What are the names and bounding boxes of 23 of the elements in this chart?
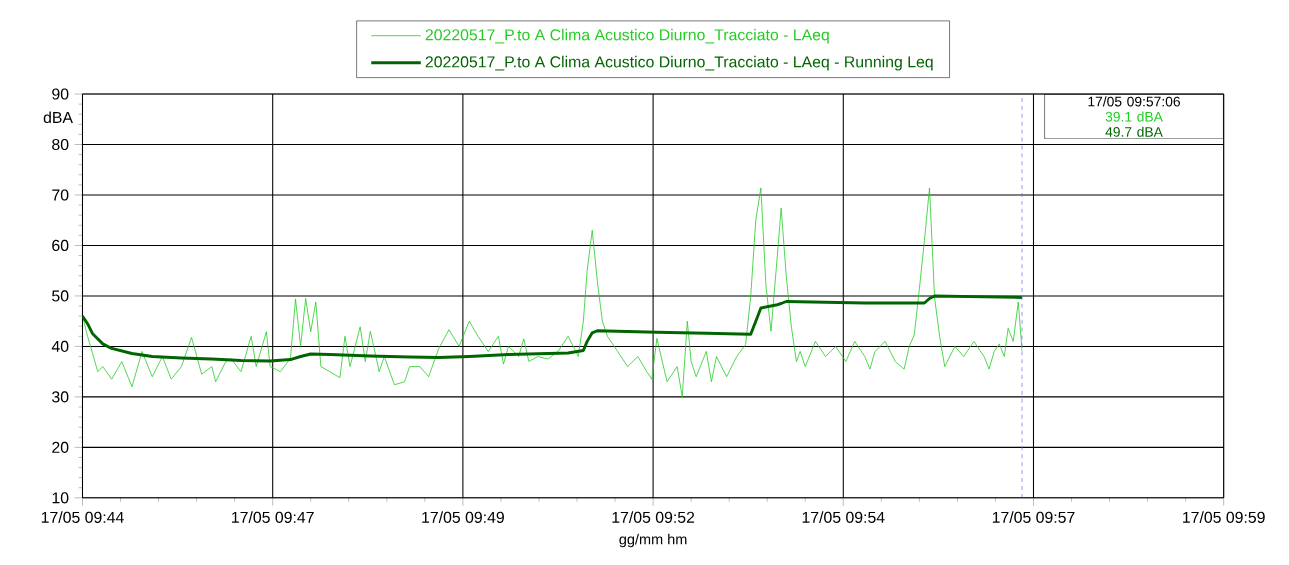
y-tick-label: 90: [52, 88, 69, 100]
x-tick-label: 17/05 09:49: [422, 511, 504, 523]
annotation: 39.1 dBA: [1105, 111, 1163, 122]
x-tick-label: 17/05 09:59: [1183, 511, 1265, 523]
x-tick-label: 17/05 09:47: [232, 511, 314, 523]
legend-label: 20220517_P.to A Clima Acustico Diurno_Tracciato - LAeq - Running Leq: [425, 55, 933, 71]
y-tick-label: 80: [52, 138, 69, 151]
y-tick-label: 40: [51, 340, 69, 352]
x-tick-label: 17/05 09:54: [802, 511, 885, 523]
y-tick-label: 50: [52, 290, 69, 302]
y-tick-label: 60: [52, 239, 69, 251]
y-tick-label: 20: [52, 441, 69, 453]
x-tick-label: 17/05 09:44: [41, 511, 124, 523]
annotation: 17/05 09:57:06: [1088, 96, 1180, 107]
legend-label: 20220517_P.to A Clima Acustico Diurno_Tracciato - LAeq: [425, 28, 829, 44]
annotation: 49.7 dBA: [1105, 126, 1163, 137]
y-tick-label: 10: [52, 492, 69, 504]
x-tick-label: 17/05 09:57: [992, 511, 1075, 523]
y-tick-label: 70: [52, 189, 69, 201]
x-axis-title: gg/mm hm: [619, 533, 687, 548]
y-tick-label: 30: [52, 391, 69, 403]
x-tick-label: 17/05 09:52: [612, 511, 695, 523]
y-axis-title: dBA: [43, 111, 73, 123]
